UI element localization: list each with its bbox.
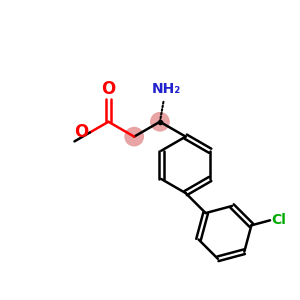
Text: O: O [101, 80, 116, 98]
Text: Cl: Cl [272, 213, 286, 227]
Circle shape [125, 128, 143, 146]
Text: O: O [74, 124, 88, 142]
Text: NH₂: NH₂ [152, 82, 181, 96]
Circle shape [151, 112, 169, 131]
